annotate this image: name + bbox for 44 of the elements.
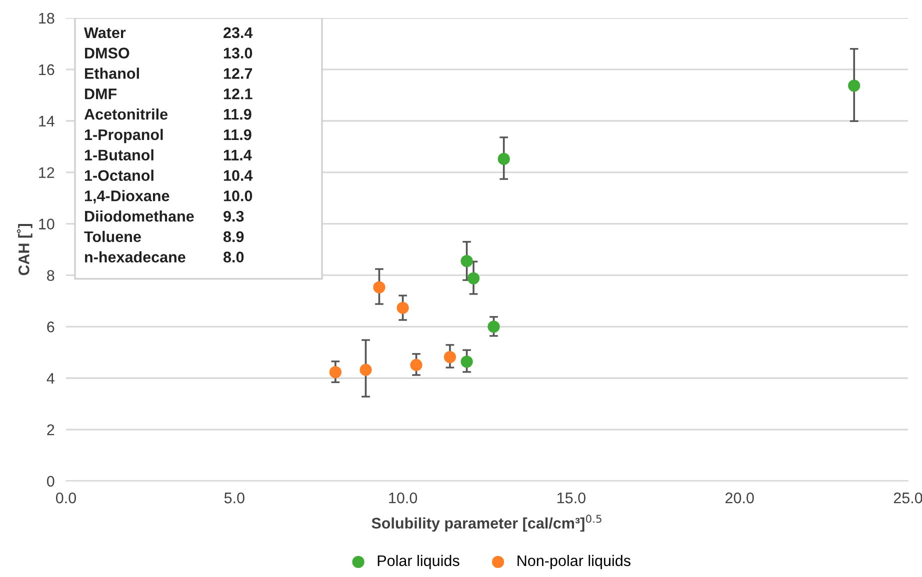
y-tick-label: 0: [46, 476, 54, 487]
point: [360, 364, 372, 376]
point: [460, 356, 473, 368]
text: DMF 12.1: [85, 88, 252, 100]
point: [373, 281, 386, 294]
legend-label: Non-polar liquids: [518, 554, 630, 570]
x-tick-label: 5.0: [224, 492, 244, 504]
text: Acetonitrile 11.9: [84, 108, 252, 120]
y-tick-label: 6: [47, 322, 54, 332]
x-tick-label: 10.0: [389, 492, 418, 504]
text: DMSO 13.0: [85, 48, 252, 59]
x-axis-title: Solubility parameter [cal/cm³]$^{0.5}$: [372, 514, 602, 532]
point: [848, 80, 860, 92]
y-axis-title: CAH [˚]: [16, 224, 32, 276]
point: [444, 350, 456, 364]
point: [467, 272, 480, 284]
x-tick-label: 25.0: [894, 492, 922, 504]
y-tick-label: 16: [39, 64, 54, 76]
text: Water 23.4: [84, 27, 253, 38]
text: n-hexadecane 8.0: [85, 251, 244, 262]
text: Diiodomethane 9.3: [85, 210, 244, 222]
y-tick-label: 4: [46, 373, 54, 384]
text: Ethanol 12.7: [85, 68, 252, 79]
y-tick-label: 12: [39, 167, 54, 178]
point: [396, 302, 409, 314]
text: 1-Propanol 11.9: [84, 128, 252, 144]
text: 1-Octanol 10.4: [84, 170, 253, 181]
y-tick-label: 14: [39, 116, 54, 126]
point: [498, 152, 510, 166]
point: [488, 320, 500, 333]
point: [410, 358, 422, 372]
x-tick-label: 20.0: [726, 492, 754, 504]
y-tick-label: 2: [47, 424, 54, 436]
text: Toluene 8.9: [84, 230, 244, 242]
text: 1,4-Dioxane 10.0: [84, 190, 252, 204]
y-tick-label: 10: [39, 218, 54, 230]
x-tick-label: 15.0: [558, 492, 586, 504]
x-tick-label: 0.0: [56, 492, 76, 504]
y-tick-label: 8: [47, 270, 54, 281]
point: [460, 255, 473, 268]
legend-label: Polar liquids: [378, 554, 460, 570]
point: [329, 366, 342, 378]
text: 1-Butanol 11.4: [84, 149, 252, 160]
y-tick-label: 18: [39, 12, 54, 24]
